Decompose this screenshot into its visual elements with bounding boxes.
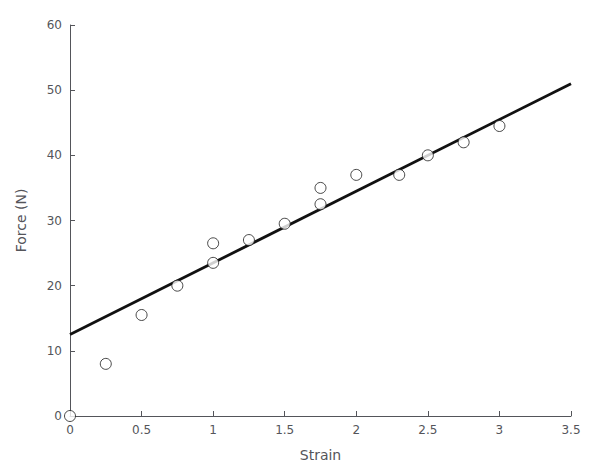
svg-text:Force (N): Force (N) xyxy=(13,189,29,253)
svg-text:2: 2 xyxy=(352,423,360,437)
svg-text:20: 20 xyxy=(47,279,62,293)
svg-text:60: 60 xyxy=(47,18,62,32)
svg-text:0: 0 xyxy=(54,409,62,423)
svg-text:1.5: 1.5 xyxy=(275,423,294,437)
svg-text:40: 40 xyxy=(47,148,62,162)
svg-text:3: 3 xyxy=(496,423,504,437)
svg-text:3.5: 3.5 xyxy=(561,423,580,437)
svg-text:50: 50 xyxy=(47,83,62,97)
svg-text:2.5: 2.5 xyxy=(418,423,437,437)
svg-text:Strain: Strain xyxy=(300,447,341,463)
svg-text:10: 10 xyxy=(47,344,62,358)
svg-text:0: 0 xyxy=(66,423,74,437)
svg-text:0.5: 0.5 xyxy=(132,423,151,437)
svg-text:30: 30 xyxy=(47,214,62,228)
svg-text:1: 1 xyxy=(209,423,217,437)
